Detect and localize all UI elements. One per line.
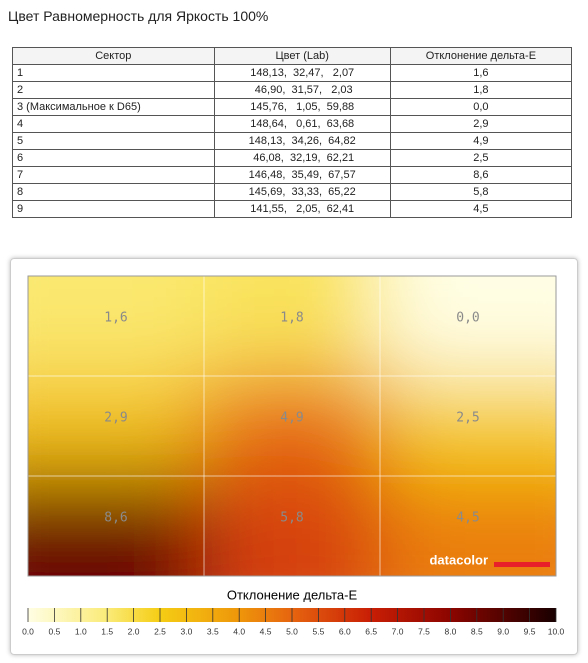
colorbar-title: Отклонение дельта-E bbox=[227, 587, 358, 602]
plot-border bbox=[27, 275, 557, 577]
heat-cell bbox=[28, 376, 204, 476]
heat-cell bbox=[28, 476, 204, 576]
colorbar-tick-label: 5.0 bbox=[286, 626, 298, 636]
colorbar-tick-label: 8.5 bbox=[471, 626, 483, 636]
heat-cell bbox=[380, 276, 556, 376]
colorbar-tick-label: 9.0 bbox=[497, 626, 509, 636]
colorbar-tick-label: 0.0 bbox=[22, 626, 34, 636]
colorbar-tick-label: 6.0 bbox=[339, 626, 351, 636]
cell-label: 2,9 bbox=[104, 411, 127, 426]
heat-cell bbox=[204, 276, 380, 376]
cell-label: 5,8 bbox=[280, 511, 303, 526]
table-row: 9 141,55, 2,05, 62,41 4,5 bbox=[12, 200, 573, 218]
cell-label: 2,5 bbox=[456, 411, 479, 426]
heat-cell bbox=[28, 276, 204, 376]
table-cell: 148,64, 0,61, 63,68 bbox=[213, 115, 391, 133]
table-row: 8 145,69, 33,33, 65,22 5,8 bbox=[12, 183, 573, 201]
table-cell: 141,55, 2,05, 62,41 bbox=[213, 200, 391, 218]
colorbar-tick-label: 4.0 bbox=[233, 626, 245, 636]
colorbar-tick-label: 8.0 bbox=[444, 626, 456, 636]
table-row: 5 148,13, 34,26, 64,82 4,9 bbox=[12, 132, 573, 150]
cell-label: 4,9 bbox=[280, 411, 303, 426]
colorbar-tick-label: 2.0 bbox=[128, 626, 140, 636]
table-cell: 148,13, 34,26, 64,82 bbox=[213, 132, 391, 150]
table-cell: 145,69, 33,33, 65,22 bbox=[213, 183, 391, 201]
colorbar-tick-label: 9.5 bbox=[524, 626, 536, 636]
cell-label: 0,0 bbox=[456, 311, 479, 326]
cell-label: 1,8 bbox=[280, 311, 303, 326]
column-header: Цвет (Lab) bbox=[213, 47, 391, 65]
column-header: Сектор bbox=[12, 47, 215, 65]
table-row: 4 148,64, 0,61, 63,68 2,9 bbox=[12, 115, 573, 133]
heat-cell bbox=[380, 476, 556, 576]
cell-label: 1,6 bbox=[104, 311, 127, 326]
table-cell: 146,48, 35,49, 67,57 bbox=[213, 166, 391, 184]
column-header: Отклонение дельта-E bbox=[389, 47, 573, 65]
colorbar-tick-label: 5.5 bbox=[312, 626, 324, 636]
logo: datacolor bbox=[429, 552, 488, 567]
page-title: Цвет Равномерность для Яркость 100% bbox=[8, 8, 269, 24]
table-cell: 4,5 bbox=[389, 200, 573, 218]
colorbar-tick-label: 1.5 bbox=[101, 626, 113, 636]
cell-label: 4,5 bbox=[456, 511, 479, 526]
header-row: Сектор Цвет (Lab) Отклонение дельта-E bbox=[12, 47, 573, 65]
colorbar-tick-label: 7.5 bbox=[418, 626, 430, 636]
colorbar-tick-label: 3.0 bbox=[180, 626, 192, 636]
heat-cell bbox=[204, 476, 380, 576]
colorbar-tick-label: 3.5 bbox=[207, 626, 219, 636]
table-row: 1 148,13, 32,47, 2,07 1,6 bbox=[12, 64, 573, 82]
colorbar-tick-label: 1.0 bbox=[75, 626, 87, 636]
colorbar-tick-label: 0.5 bbox=[48, 626, 60, 636]
colorbar-tick-label: 4.5 bbox=[260, 626, 272, 636]
colorbar-tick-label: 10.0 bbox=[548, 626, 565, 636]
heatmap-panel bbox=[10, 258, 578, 655]
colorbar-tick-label: 7.0 bbox=[392, 626, 404, 636]
table-row: 7 146,48, 35,49, 67,57 8,6 bbox=[12, 166, 573, 184]
data-table: Сектор Цвет (Lab) Отклонение дельта-E 1 148,… bbox=[12, 47, 573, 218]
cell-label: 8,6 bbox=[104, 511, 127, 526]
heat-cell bbox=[204, 376, 380, 476]
colorbar-tick-label: 2.5 bbox=[154, 626, 166, 636]
heat-cell bbox=[380, 376, 556, 476]
table-row: 3 (Максимальное к D65) 145,76, 1,05, 59,8… bbox=[12, 98, 573, 116]
colorbar-tick-label: 6.5 bbox=[365, 626, 377, 636]
logo-bar bbox=[494, 562, 550, 567]
